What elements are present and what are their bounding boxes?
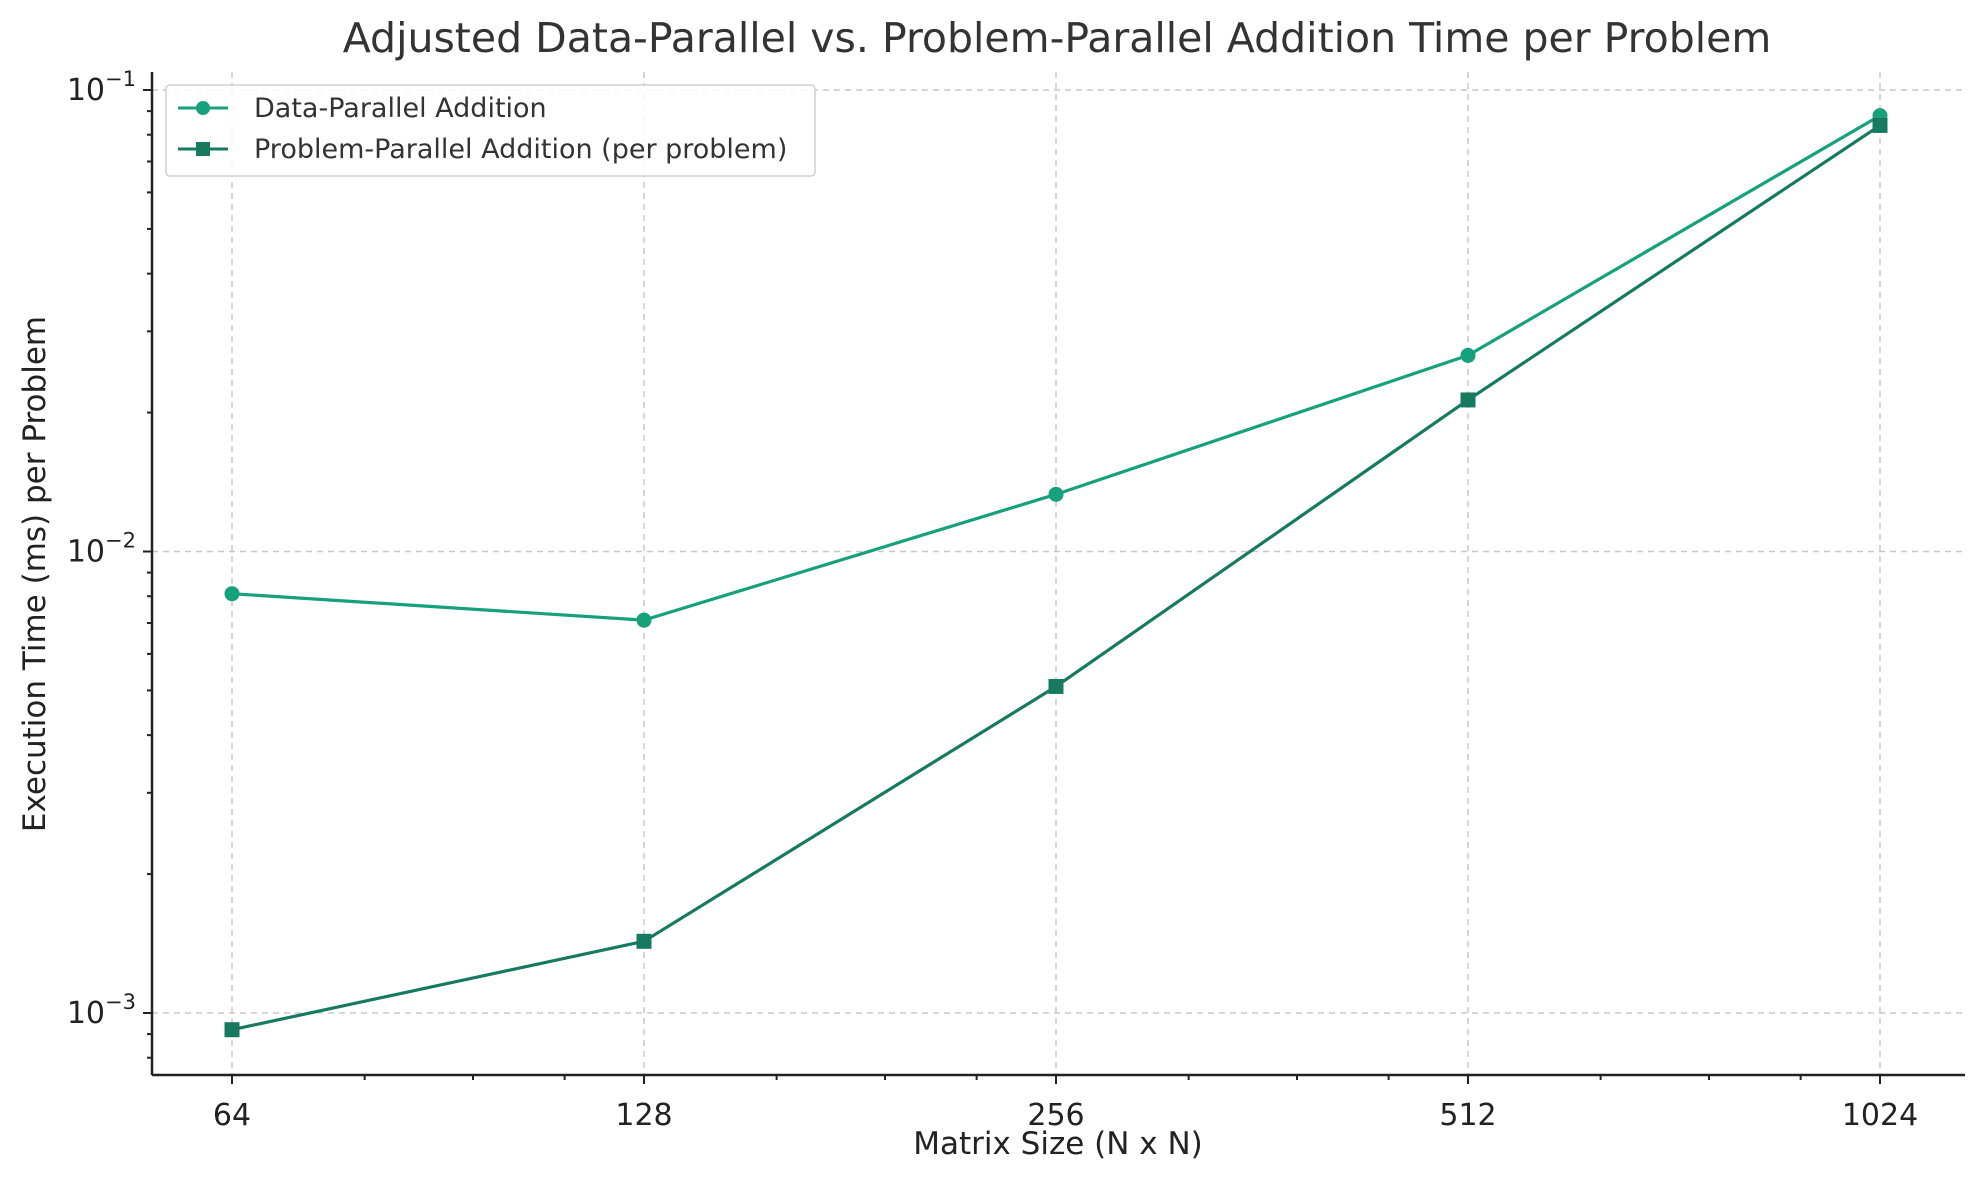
data-point-data-parallel [1048,486,1064,502]
series-layer [224,108,1888,1038]
x-tick-label: 128 [615,1098,672,1133]
legend-label-problem-parallel: Problem-Parallel Addition (per problem) [254,134,787,165]
y-axis-label: Execution Time (ms) per Problem [17,316,53,832]
data-point-problem-parallel [1872,117,1888,133]
y-tick-label: 10−3 [67,990,136,1031]
y-tick-label: 10−1 [67,67,136,108]
legend-marker-data-parallel [196,101,210,115]
y-tick-label: 10−2 [67,529,136,570]
x-tick-label: 1024 [1842,1098,1918,1133]
x-axis-label: Matrix Size (N x N) [913,1126,1203,1162]
y-ticks: 10−3 10−2 10−1 [67,67,152,1031]
legend: Data-Parallel Addition Problem-Parallel … [165,84,816,177]
x-ticks: 64 128 256 512 1024 [213,1075,1918,1133]
data-point-problem-parallel [224,1022,240,1038]
legend-marker-problem-parallel [196,142,210,156]
x-tick-label: 512 [1439,1098,1496,1133]
data-point-data-parallel [636,612,652,628]
data-point-problem-parallel [636,933,652,949]
data-point-data-parallel [224,586,240,602]
legend-label-data-parallel: Data-Parallel Addition [254,93,547,124]
data-point-problem-parallel [1460,392,1476,408]
data-point-data-parallel [1460,347,1476,363]
chart-title: Adjusted Data-Parallel vs. Problem-Paral… [343,14,1772,62]
x-tick-label: 256 [1027,1098,1084,1133]
data-point-problem-parallel [1048,678,1064,694]
x-tick-label: 64 [213,1098,251,1133]
legend-box [165,84,816,177]
